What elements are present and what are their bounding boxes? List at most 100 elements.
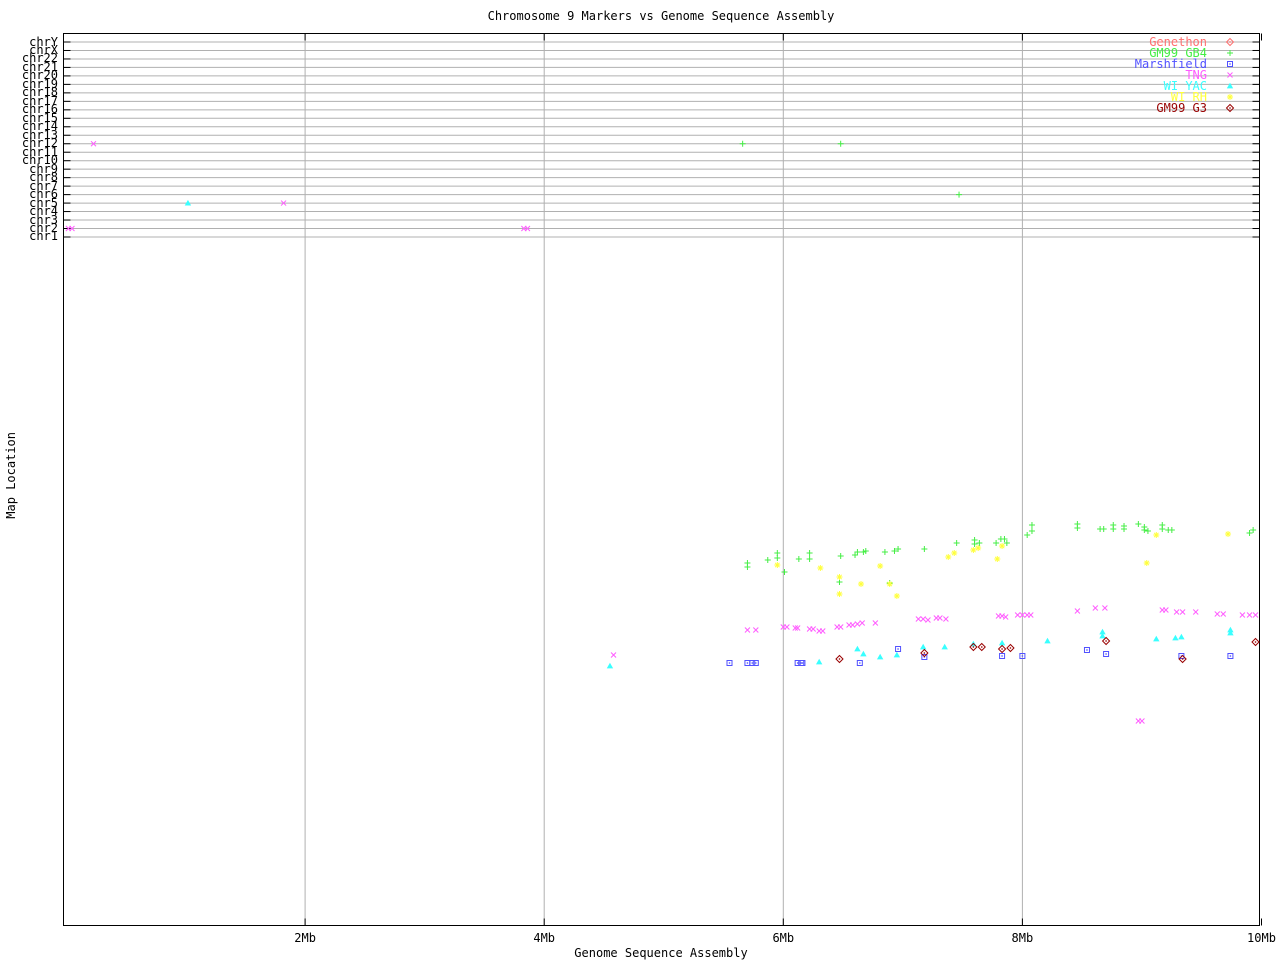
marker-tng — [1192, 609, 1199, 615]
marker-tng — [1163, 607, 1169, 613]
y-tick-label-chr20: chr20 — [21, 68, 58, 83]
marker-wi-rh — [994, 556, 1001, 562]
marker-gm99-gb4 — [837, 140, 844, 147]
marker-tng — [280, 200, 287, 206]
legend-label-marshfield: Marshfield — [1135, 57, 1207, 71]
marker-tng — [1014, 612, 1021, 618]
marker-gm99-gb4 — [1246, 530, 1253, 536]
marker-marshfield — [856, 660, 863, 666]
marker-gm99-gb4 — [1135, 521, 1142, 527]
marker-gm99-gb4 — [1144, 528, 1151, 534]
y-tick-label-chr1: chr1 — [29, 229, 58, 244]
marker-tng — [837, 624, 844, 630]
legend-label-wi-rh: WI RH — [1171, 90, 1207, 104]
marker-gm99-g3 — [1178, 654, 1187, 664]
marker-tng — [1092, 605, 1099, 611]
marker-wi-rh — [1225, 531, 1232, 537]
marker-tng — [1214, 611, 1221, 617]
marker-tng — [1027, 612, 1034, 618]
chart-title: Chromosome 9 Markers vs Genome Sequence … — [487, 9, 835, 23]
marker-tng — [920, 616, 927, 622]
marker-wi-rh — [817, 565, 824, 571]
marker-tng — [1179, 609, 1186, 615]
y-tick-label-chr4: chr4 — [29, 204, 58, 219]
marker-tng — [849, 622, 856, 628]
marker-wi-yac — [919, 643, 927, 650]
marker-gm99-gb4 — [806, 556, 813, 562]
y-tick-label-chr21: chr21 — [21, 59, 58, 74]
marker-gm99-gb4 — [881, 549, 888, 555]
marker-gm99-gb4 — [781, 569, 788, 575]
marker-gm99-gb4 — [1159, 526, 1166, 532]
marker-gm99-gb4 — [739, 140, 746, 147]
y-tick-label-chr2: chr2 — [29, 221, 58, 236]
marker-wi-yac — [941, 643, 948, 650]
y-tick-label-chr15: chr15 — [21, 110, 58, 125]
marker-marshfield — [726, 660, 733, 666]
marker-gm99-gb4 — [895, 546, 902, 552]
marker-marshfield — [752, 660, 759, 666]
y-tick-label-chr6: chr6 — [29, 187, 58, 202]
marker-wi-yac — [1153, 635, 1160, 642]
marker-tng — [925, 617, 931, 623]
x-tick-label-4mb: 4Mb — [533, 931, 556, 945]
marker-tng — [854, 621, 861, 627]
marker-tng — [915, 616, 922, 622]
legend-label-wi-yac: WI YAC — [1164, 79, 1207, 93]
marker-gm99-g3 — [977, 642, 986, 652]
plot-border — [63, 33, 1260, 926]
marker-tng — [999, 613, 1005, 619]
marker-gm99-gb4 — [744, 564, 751, 570]
marker-wi-yac — [893, 651, 901, 658]
marker-tng — [1102, 605, 1108, 611]
legend-label-genethon: Genethon — [1149, 35, 1207, 49]
x-tick-label-2mb: 2Mb — [294, 931, 316, 945]
marker-gm99-gb4 — [806, 550, 813, 556]
legend-marker-tng — [1227, 72, 1233, 78]
y-tick-label-chr19: chr19 — [21, 76, 58, 91]
marker-tng — [792, 625, 799, 631]
y-tick-label-chr8: chr8 — [29, 170, 58, 185]
y-tick-label-chr13: chr13 — [21, 127, 58, 142]
marker-wi-rh — [877, 563, 884, 569]
marker-gm99-gb4 — [1121, 526, 1128, 532]
marker-tng — [1074, 608, 1081, 614]
y-tick-label-chr11: chr11 — [21, 144, 58, 159]
legend-marker-gm99-gb4 — [1227, 50, 1233, 56]
marker-gm99-g3 — [920, 648, 929, 658]
marker-gm99-gb4 — [1250, 527, 1257, 533]
marker-wi-rh — [886, 581, 893, 587]
legend-label-gm99-gb4: GM99 GB4 — [1149, 46, 1207, 60]
marker-wi-rh — [999, 543, 1006, 549]
marker-gm99-gb4 — [795, 556, 802, 562]
marker-tng — [872, 620, 879, 626]
marker-gm99-g3 — [1251, 637, 1260, 647]
marker-gm99-gb4 — [971, 541, 978, 547]
x-tick-label-10mb: 10Mb — [1247, 931, 1276, 945]
x-axis-title: Genome Sequence Assembly — [574, 946, 748, 960]
legend-label-tng: TNG — [1185, 68, 1207, 82]
marker-tng — [810, 626, 817, 632]
marker-gm99-g3 — [997, 644, 1007, 654]
marker-gm99-gb4 — [1028, 522, 1035, 528]
marker-wi-rh — [893, 593, 900, 599]
marker-tng — [794, 625, 801, 631]
y-tick-label-chr5: chr5 — [29, 195, 58, 210]
y-tick-label-chr10: chr10 — [21, 153, 58, 168]
marker-marshfield — [794, 660, 801, 666]
marker-gm99-gb4 — [1110, 526, 1117, 532]
marker-tng — [1246, 612, 1253, 618]
marker-gm99-gb4 — [956, 191, 963, 198]
marker-wi-yac — [184, 199, 192, 206]
y-tick-label-chrY: chrY — [29, 34, 58, 49]
marker-gm99-gb4 — [1028, 528, 1035, 534]
marker-wi-yac — [606, 662, 614, 669]
marker-gm99-g3 — [835, 654, 844, 664]
marker-gm99-g3 — [1006, 643, 1015, 653]
marker-wi-yac — [815, 658, 823, 665]
marker-wi-rh — [951, 550, 958, 556]
y-tick-label-chr22: chr22 — [21, 51, 58, 66]
marker-wi-rh — [1153, 532, 1160, 538]
y-tick-label-chr18: chr18 — [21, 85, 58, 100]
